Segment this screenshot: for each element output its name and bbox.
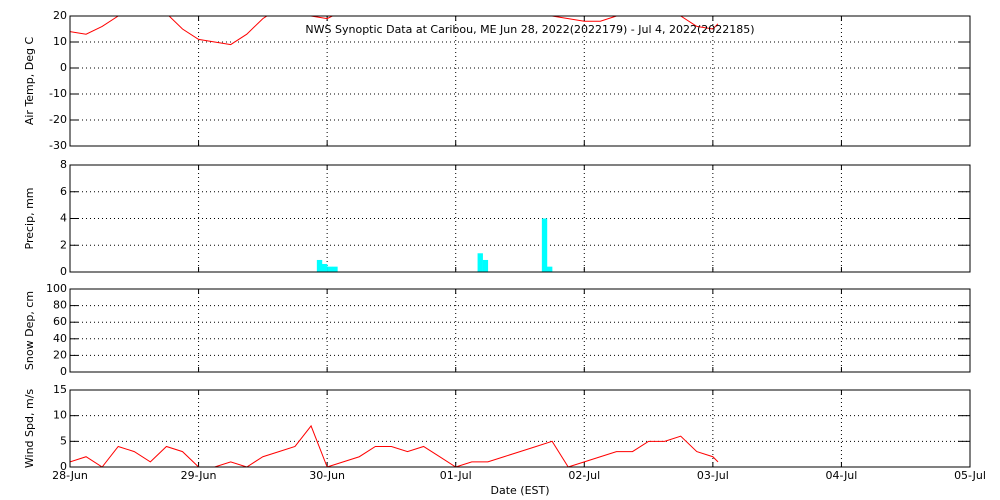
panel-frame [69, 288, 971, 373]
y-tick-label: 20 [53, 348, 67, 361]
y-tick-label: 15 [53, 383, 67, 396]
panel-frame [69, 15, 971, 147]
x-tick-label: 30-Jun [309, 469, 345, 482]
y-tick-label: 80 [53, 299, 67, 312]
panel-frame [69, 164, 971, 273]
y-tick-label: -10 [49, 87, 67, 100]
y-tick-label: 4 [60, 212, 67, 225]
bar [327, 266, 333, 272]
x-axis-label: Date (EST) [490, 484, 549, 497]
bar [547, 266, 553, 272]
x-tick-label: 02-Jul [568, 469, 600, 482]
y-tick-label: -20 [49, 113, 67, 126]
plot-area [316, 218, 553, 272]
y-tick-label: -30 [49, 139, 67, 152]
y-tick-label: 100 [46, 282, 67, 295]
bar [482, 259, 489, 272]
x-tick-label: 03-Jul [697, 469, 729, 482]
y-tick-label: 0 [60, 265, 67, 278]
bar [316, 259, 323, 272]
plot-area [70, 16, 719, 46]
y-tick-label: 8 [60, 158, 67, 171]
y-tick-label: 5 [60, 434, 67, 447]
y-axis-label: Precip, mm [23, 188, 36, 250]
x-tick-label: 29-Jun [181, 469, 217, 482]
bar [541, 218, 548, 272]
x-tick-label: 01-Jul [440, 469, 472, 482]
panel-frame [69, 389, 971, 468]
x-tick-label: 05-Jul [954, 469, 986, 482]
y-tick-label: 2 [60, 238, 67, 251]
y-axis-label: Air Temp, Deg C [23, 37, 36, 126]
y-tick-label: 0 [60, 365, 67, 378]
plot-area [70, 424, 719, 467]
data-line [70, 424, 719, 467]
y-axis-label: Snow Dep, cm [23, 291, 36, 370]
chart-title: NWS Synoptic Data at Caribou, ME Jun 28,… [305, 23, 754, 36]
y-tick-label: 10 [53, 409, 67, 422]
y-tick-label: 20 [53, 9, 67, 22]
y-tick-label: 6 [60, 185, 67, 198]
y-tick-label: 40 [53, 332, 67, 345]
y-tick-label: 60 [53, 315, 67, 328]
data-line [70, 16, 719, 46]
bar [322, 263, 328, 272]
x-tick-label: 04-Jul [825, 469, 857, 482]
y-axis-label: Wind Spd, m/s [23, 389, 36, 469]
x-tick-label: 28-Jun [52, 469, 88, 482]
y-tick-label: 0 [60, 460, 67, 473]
bar [332, 266, 338, 272]
y-tick-label: 10 [53, 35, 67, 48]
bar [477, 253, 483, 272]
y-tick-label: 0 [60, 61, 67, 74]
